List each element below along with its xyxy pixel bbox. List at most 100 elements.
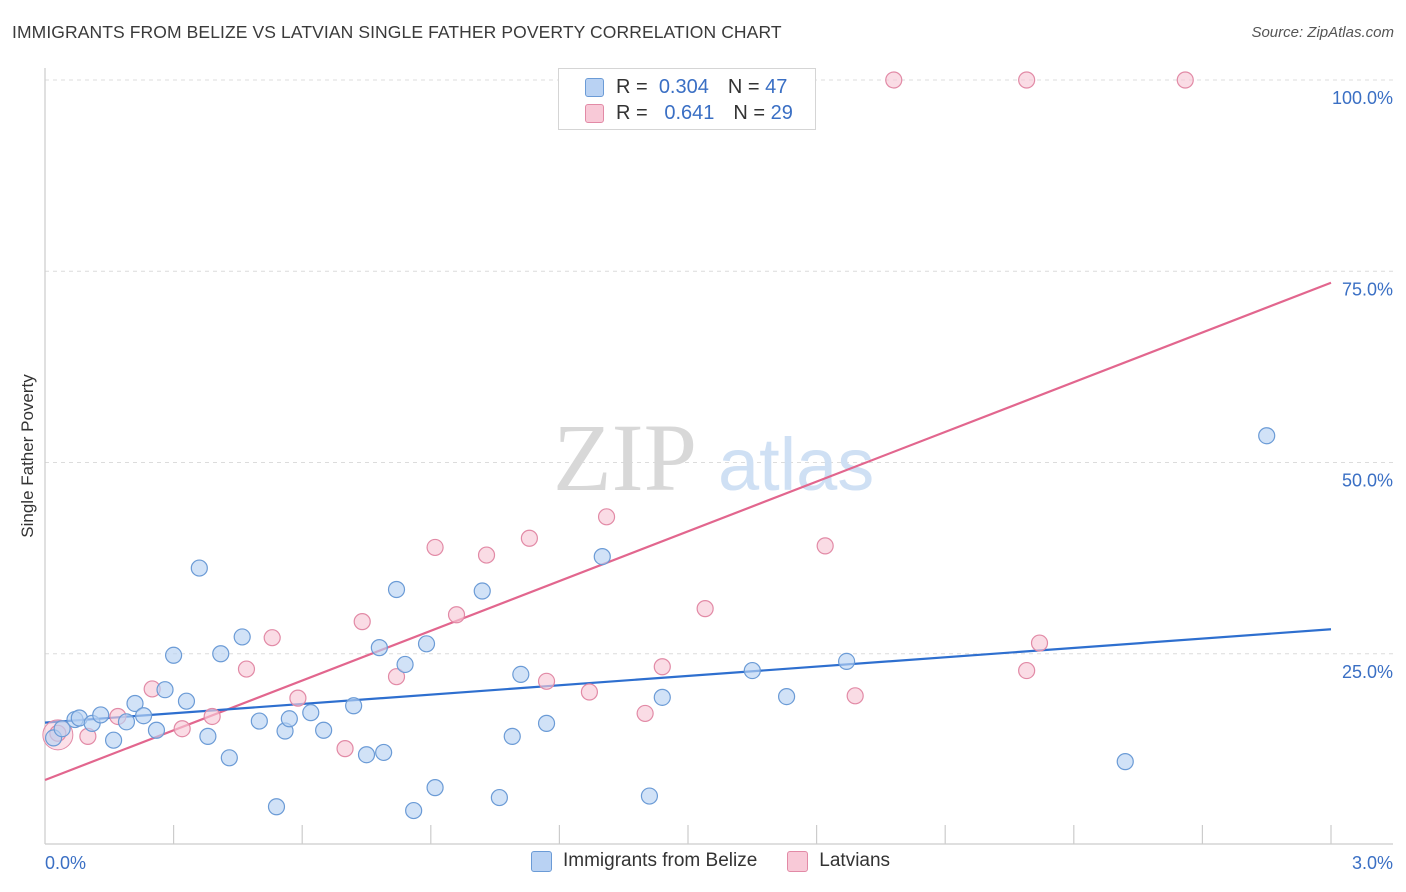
data-point-belize xyxy=(396,655,414,674)
data-point-latvians xyxy=(597,508,616,526)
n-label: N = xyxy=(733,101,766,124)
x-tick-label-max: 3.0% xyxy=(1352,853,1393,873)
data-point-latvians xyxy=(426,538,444,557)
data-point-belize xyxy=(104,731,123,749)
data-point-belize xyxy=(640,787,659,805)
belize-swatch xyxy=(585,77,604,97)
data-points xyxy=(42,71,1276,820)
data-point-belize xyxy=(177,692,196,710)
data-point-latvians xyxy=(1030,634,1049,652)
trend-line-latvians xyxy=(44,281,1332,782)
data-point-belize xyxy=(375,743,393,762)
source-label: Source: ZipAtlas.com xyxy=(1251,24,1394,41)
data-point-latvians xyxy=(387,668,406,686)
r-value: 0.304 xyxy=(658,75,709,98)
r-value: 0.641 xyxy=(664,101,715,124)
data-point-latvians xyxy=(477,546,496,564)
data-point-belize xyxy=(743,661,761,680)
data-point-belize xyxy=(426,779,444,797)
data-point-belize xyxy=(593,547,611,566)
y-tick-label: 25.0% xyxy=(1342,662,1393,682)
data-point-belize xyxy=(250,712,268,730)
data-point-latvians xyxy=(1018,661,1036,680)
data-point-belize xyxy=(233,628,251,646)
data-point-latvians xyxy=(353,613,371,631)
axes xyxy=(44,68,1393,845)
watermark: ZIP atlas xyxy=(553,404,874,511)
data-point-latvians xyxy=(1018,71,1036,89)
latvians-swatch xyxy=(585,103,604,123)
data-point-belize xyxy=(387,580,406,599)
data-point-latvians xyxy=(520,529,538,547)
data-point-belize xyxy=(1258,427,1276,445)
data-point-belize xyxy=(1116,753,1134,771)
data-point-belize xyxy=(147,721,166,739)
data-point-latvians xyxy=(653,658,671,676)
stats-row-latvians: R = 0.641 N = 29 xyxy=(585,100,793,126)
data-point-belize xyxy=(302,704,320,722)
data-point-belize xyxy=(134,707,153,725)
data-point-latvians xyxy=(203,707,221,726)
n-value: 47 xyxy=(765,75,788,98)
watermark-atlas: atlas xyxy=(718,423,874,506)
legend-item-latvians[interactable]: Latvians xyxy=(787,850,890,872)
data-point-belize xyxy=(537,714,556,732)
data-point-belize xyxy=(280,710,298,728)
data-point-belize xyxy=(199,727,217,745)
data-point-belize xyxy=(777,687,796,706)
n-label: N = xyxy=(727,75,760,98)
data-point-latvians xyxy=(580,683,599,701)
data-point-belize xyxy=(53,720,71,738)
data-point-belize xyxy=(417,635,436,653)
series-legend: Immigrants from Belize Latvians xyxy=(531,850,920,872)
data-point-latvians xyxy=(336,740,354,758)
stats-row-belize: R = 0.304 N = 47 xyxy=(585,74,787,100)
chart-title: IMMIGRANTS FROM BELIZE VS LATVIAN SINGLE… xyxy=(12,22,782,42)
grid-lines xyxy=(45,79,1393,655)
data-point-latvians xyxy=(173,720,191,738)
data-point-latvians xyxy=(636,704,654,723)
legend-label-belize: Immigrants from Belize xyxy=(563,850,758,871)
trend-line-belize xyxy=(44,628,1332,724)
data-point-belize xyxy=(838,652,856,671)
data-point-belize xyxy=(190,559,208,577)
data-point-latvians xyxy=(696,600,714,618)
data-point-latvians xyxy=(263,629,281,647)
data-point-belize xyxy=(267,798,286,816)
data-point-latvians xyxy=(816,537,834,555)
r-label: R = xyxy=(616,101,648,124)
data-point-belize xyxy=(92,706,110,724)
data-point-belize xyxy=(370,639,388,657)
data-point-belize xyxy=(490,788,508,807)
belize-legend-swatch xyxy=(531,850,552,872)
tick-labels: 100.0% 75.0% 50.0% 25.0% 0.0% 3.0% xyxy=(45,88,1393,873)
data-point-belize xyxy=(165,646,183,664)
y-tick-label: 75.0% xyxy=(1342,279,1393,299)
y-tick-label: 50.0% xyxy=(1342,471,1393,491)
data-point-belize xyxy=(345,697,363,715)
data-point-belize xyxy=(315,721,333,739)
r-label: R = xyxy=(616,75,648,98)
data-point-belize xyxy=(512,665,530,684)
x-tick-label-min: 0.0% xyxy=(45,853,86,873)
data-point-belize xyxy=(503,727,521,745)
data-point-latvians xyxy=(846,687,864,705)
data-point-latvians xyxy=(447,606,466,624)
data-point-latvians xyxy=(1176,71,1194,89)
y-axis-title: Single Father Poverty xyxy=(18,374,37,538)
latvians-legend-swatch xyxy=(787,850,809,872)
watermark-zip: ZIP xyxy=(553,404,697,511)
data-point-belize xyxy=(473,582,491,600)
data-point-latvians xyxy=(885,71,903,89)
stats-legend: R = 0.304 N = 47 R = 0.641 N = 29 xyxy=(558,68,816,130)
data-point-belize xyxy=(220,749,238,767)
data-point-latvians xyxy=(237,660,256,678)
n-value: 29 xyxy=(770,101,793,124)
data-point-belize xyxy=(357,746,376,764)
legend-label-latvians: Latvians xyxy=(819,850,891,871)
legend-item-belize[interactable]: Immigrants from Belize xyxy=(531,850,757,872)
data-point-belize xyxy=(126,694,144,713)
data-point-belize xyxy=(212,645,230,663)
trend-lines xyxy=(44,281,1332,782)
